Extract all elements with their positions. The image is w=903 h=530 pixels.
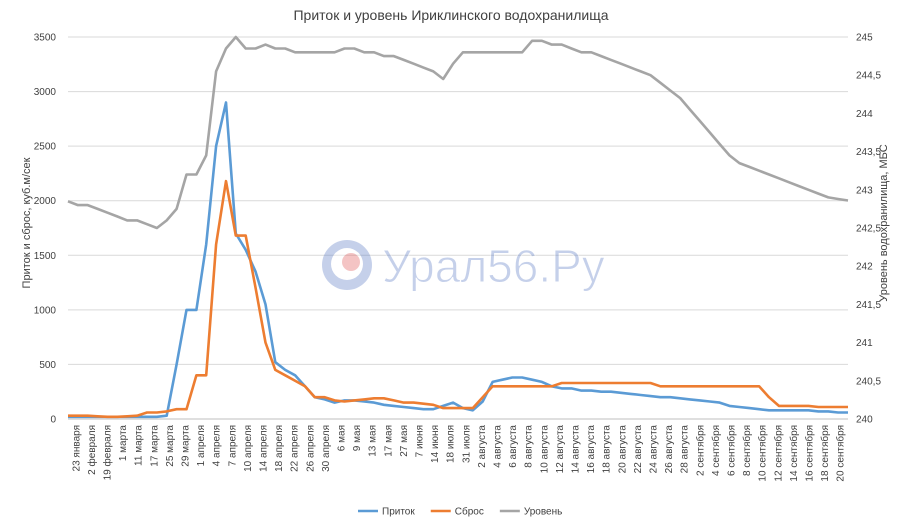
x-tick-label: 16 сентября (804, 425, 816, 482)
left-tick-label: 0 (50, 415, 56, 426)
left-tick-label: 3000 (34, 87, 57, 98)
x-tick-label: 26 августа (664, 425, 675, 474)
x-tick-label: 1 марта (118, 425, 129, 462)
watermark-text: Урал56.Ру (382, 240, 605, 292)
series-line-3 (67, 35, 849, 230)
legend-label: Уровень (524, 507, 563, 518)
left-axis-title: Приток и сброс, куб.м/сек (21, 157, 33, 288)
left-tick-label: 1000 (34, 305, 57, 316)
x-tick-label: 6 сентября (726, 425, 738, 476)
x-tick-label: 14 сентября (788, 425, 800, 482)
watermark-logo-circle (322, 240, 372, 290)
left-axis-ticks: 0 500 1000 1500 2000 2500 3000 3500 (34, 33, 57, 426)
x-tick-label: 6 мая (337, 425, 348, 451)
right-tick-label: 244,5 (856, 71, 881, 82)
right-tick-label: 240,5 (856, 376, 881, 387)
x-tick-label: 18 апреля (274, 425, 285, 472)
right-tick-label: 241 (856, 338, 873, 349)
right-tick-label: 243,5 (856, 147, 881, 158)
x-tick-label: 28 августа (680, 425, 691, 474)
legend-label: Приток (382, 507, 415, 518)
x-tick-label: 12 августа (555, 425, 566, 474)
x-tick-label: 31 июля (461, 425, 472, 463)
watermark-logo-dot (342, 253, 360, 271)
x-tick-label: 4 сентября (710, 425, 722, 476)
x-tick-label: 13 мая (368, 425, 379, 457)
x-tick-label: 1 апреля (196, 425, 207, 466)
x-tick-label: 9 мая (352, 425, 363, 451)
grid (68, 36, 848, 420)
right-tick-label: 242 (856, 262, 873, 273)
right-axis-title: Уровень водохранилища, МБС (878, 144, 890, 301)
x-tick-label: 10 сентября (757, 425, 769, 482)
x-tick-label: 14 июня (430, 425, 441, 463)
x-tick-label: 2 февраля (86, 425, 98, 475)
x-tick-label: 17 марта (149, 425, 160, 467)
x-tick-label: 22 апреля (290, 425, 301, 472)
right-tick-label: 241,5 (856, 300, 881, 311)
chart-title: Приток и уровень Ириклинского водохранил… (293, 7, 608, 23)
x-tick-label: 4 августа (493, 425, 504, 468)
x-tick-label: 27 мая (399, 425, 410, 457)
x-tick-label: 7 апреля (227, 425, 238, 466)
left-tick-label: 2000 (34, 196, 57, 207)
x-tick-label: 2 сентября (694, 425, 706, 476)
x-tick-label: 8 сентября (741, 425, 753, 476)
x-tick-label: 29 марта (181, 425, 192, 467)
x-tick-label: 17 мая (383, 425, 394, 457)
x-tick-label: 7 июня (415, 425, 426, 457)
x-tick-label: 8 августа (524, 425, 535, 468)
left-tick-label: 3500 (34, 33, 57, 44)
x-tick-label: 4 апреля (212, 425, 223, 466)
x-tick-label: 18 сентября (819, 425, 831, 482)
x-tick-label: 11 марта (134, 425, 145, 466)
x-tick-label: 24 августа (649, 425, 660, 474)
x-tick-label: 20 сентября (835, 425, 847, 482)
x-tick-label: 16 августа (586, 425, 597, 474)
right-tick-label: 243 (856, 185, 873, 196)
x-tick-label: 10 августа (539, 425, 550, 474)
series-lines (67, 35, 849, 419)
left-tick-label: 2500 (34, 142, 57, 153)
x-tick-label: 10 апреля (243, 425, 254, 472)
legend-label: Сброс (455, 506, 484, 518)
left-tick-label: 500 (39, 360, 56, 371)
x-tick-label: 25 марта (165, 425, 176, 467)
x-tick-label: 6 августа (508, 425, 519, 468)
right-tick-label: 242,5 (856, 224, 881, 235)
series-line-1 (68, 101, 848, 419)
left-tick-label: 1500 (34, 251, 57, 262)
x-tick-label: 22 августа (633, 425, 644, 474)
x-tick-label: 20 августа (617, 425, 628, 474)
right-axis-ticks: 240 240,5 241 241,5 242 242,5 243 243,5 244 244,5… (856, 33, 881, 426)
x-tick-label: 14 августа (571, 425, 582, 474)
watermark: Урал56.Ру (322, 240, 605, 293)
right-tick-label: 245 (856, 33, 873, 44)
x-tick-label: 2 августа (477, 425, 488, 468)
right-tick-label: 244 (856, 109, 873, 120)
series-line-2 (68, 179, 848, 419)
x-tick-label: 18 июля (446, 425, 457, 463)
x-tick-label: 23 января (71, 425, 82, 471)
right-tick-label: 240 (856, 415, 873, 426)
x-tick-label: 26 апреля (305, 425, 316, 472)
x-tick-label: 18 августа (602, 425, 613, 474)
x-tick-label: 12 сентября (772, 425, 784, 482)
x-tick-label: 14 апреля (259, 425, 270, 472)
watermark-logo-inner (331, 248, 363, 280)
legend: Приток Сброс Уровень (358, 506, 562, 518)
x-axis-ticks: 23 января 2 февраля 19 февраля 1 марта 11 ма… (71, 425, 846, 482)
x-tick-label: 30 апреля (321, 425, 332, 472)
x-tick-label: 19 февраля (102, 425, 114, 480)
